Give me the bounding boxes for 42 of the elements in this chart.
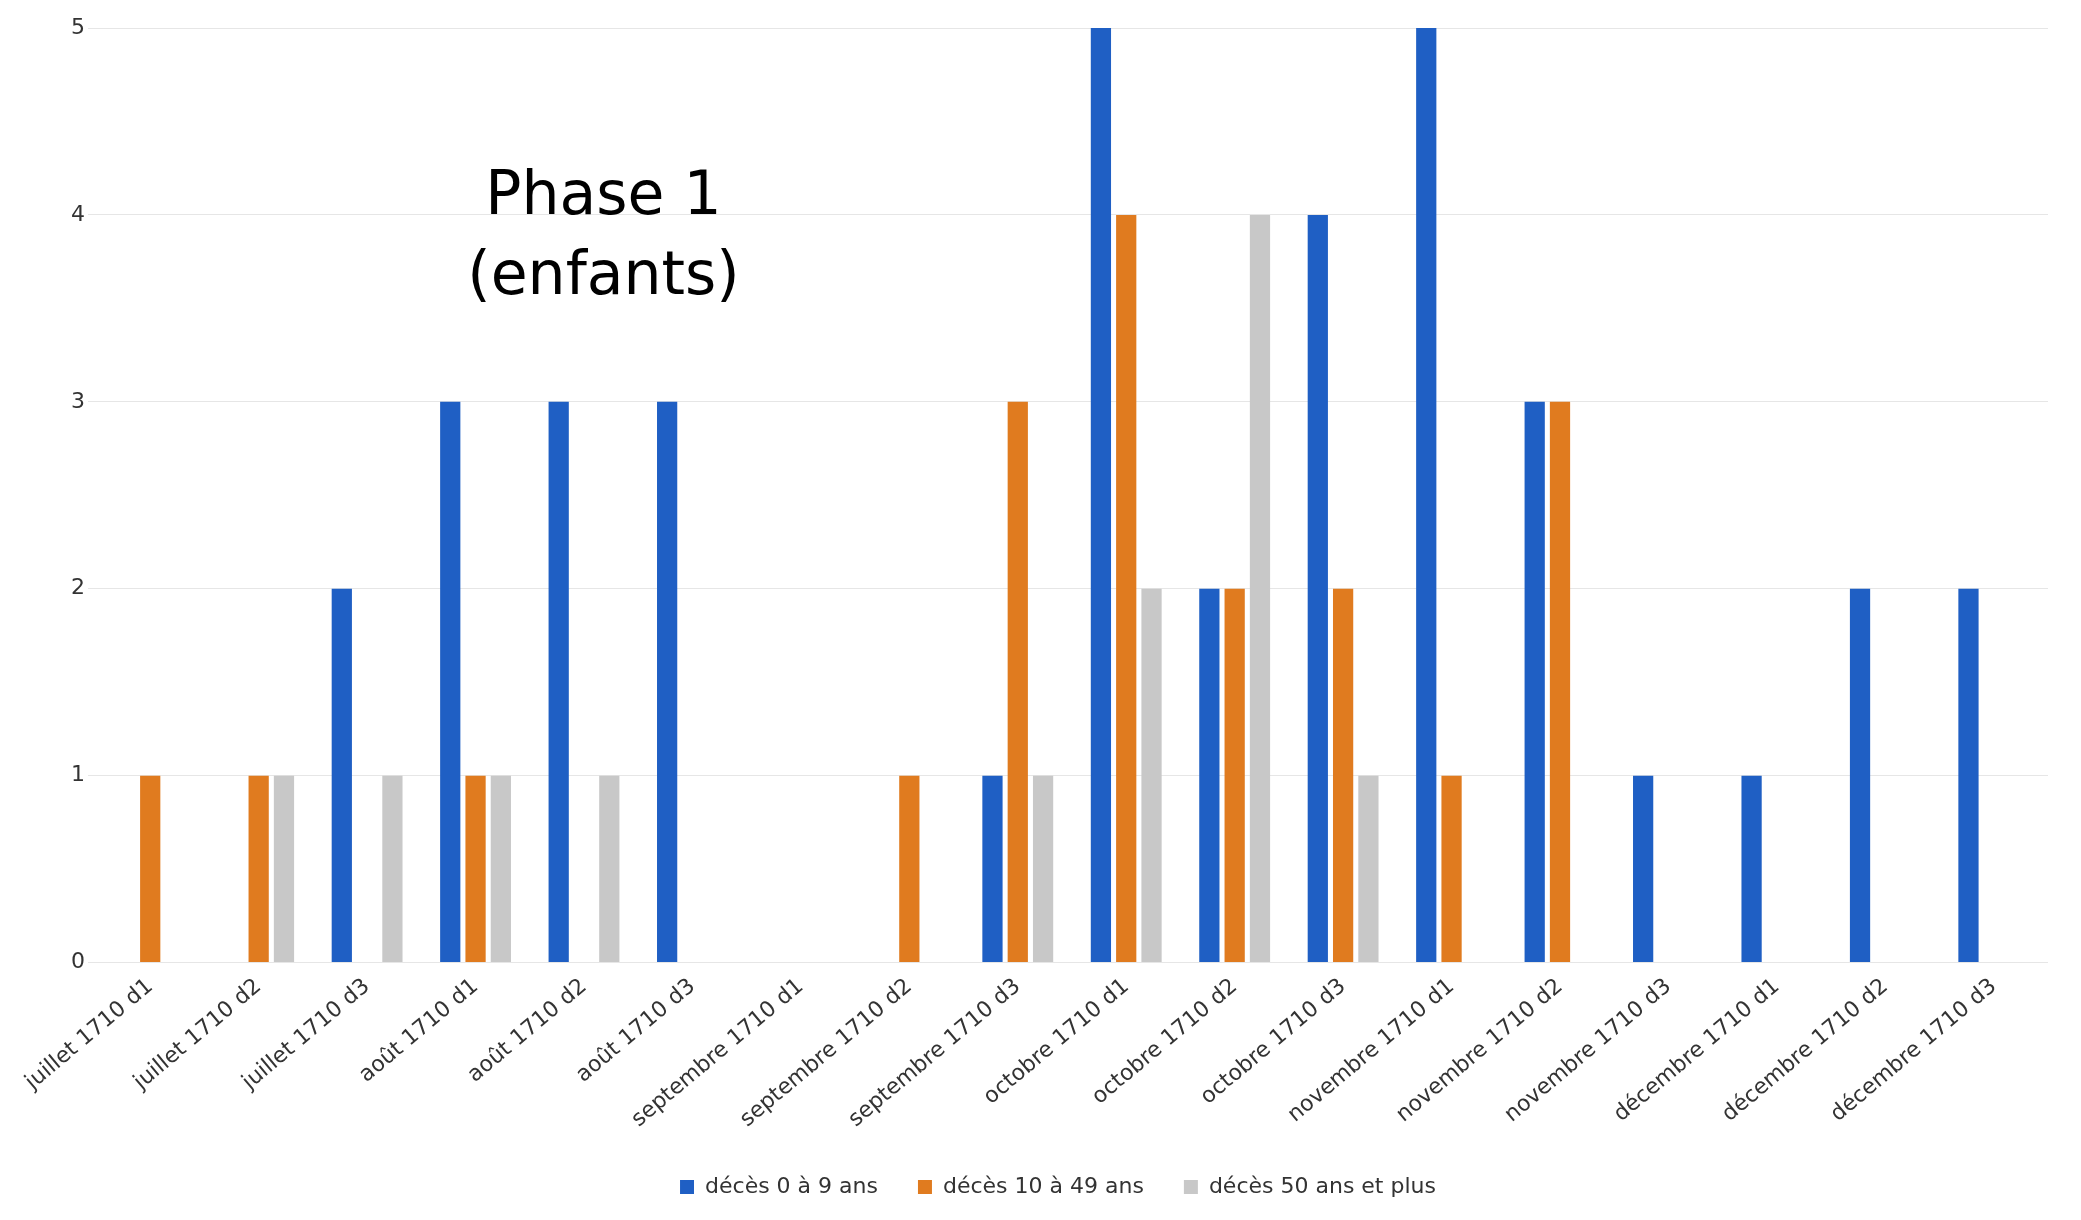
bar [1332,588,1354,963]
bar [440,401,461,963]
bar [1741,775,1762,963]
bar [1633,775,1654,963]
bar [1307,214,1328,963]
bar [899,775,920,963]
bar [1249,214,1271,963]
bar [331,588,352,963]
y-tick-label: 4 [71,200,85,226]
bar [1199,588,1220,963]
bar [1441,775,1462,963]
bar [1032,775,1054,963]
bar [982,775,1003,963]
bar [1416,28,1437,963]
bar [1358,775,1379,963]
bar [657,401,678,963]
bar [1007,401,1028,963]
bar [548,401,569,963]
legend-label: décès 0 à 9 ans [705,1172,878,1198]
bar [1524,401,1545,963]
bar [382,775,403,963]
bar [1141,588,1162,963]
bar [1958,588,1979,963]
y-tick-label: 0 [71,948,85,974]
bar [465,775,486,963]
bar [273,775,295,963]
bar [1116,214,1137,963]
legend-label: décès 10 à 49 ans [942,1172,1144,1198]
bar [490,775,511,963]
y-tick-label: 2 [71,574,85,600]
y-tick-label: 1 [71,761,85,787]
bar [1224,588,1245,963]
bar [1549,401,1571,963]
y-tick-label: 5 [71,13,85,39]
bar [248,775,269,963]
bar [140,775,161,963]
legend-label: décès 50 ans et plus [1208,1172,1436,1198]
y-tick-label: 3 [71,387,85,413]
annotation: Phase 1 (enfants) [467,157,740,308]
bar [599,775,620,963]
bar [1849,588,1871,963]
bar [1090,28,1112,963]
